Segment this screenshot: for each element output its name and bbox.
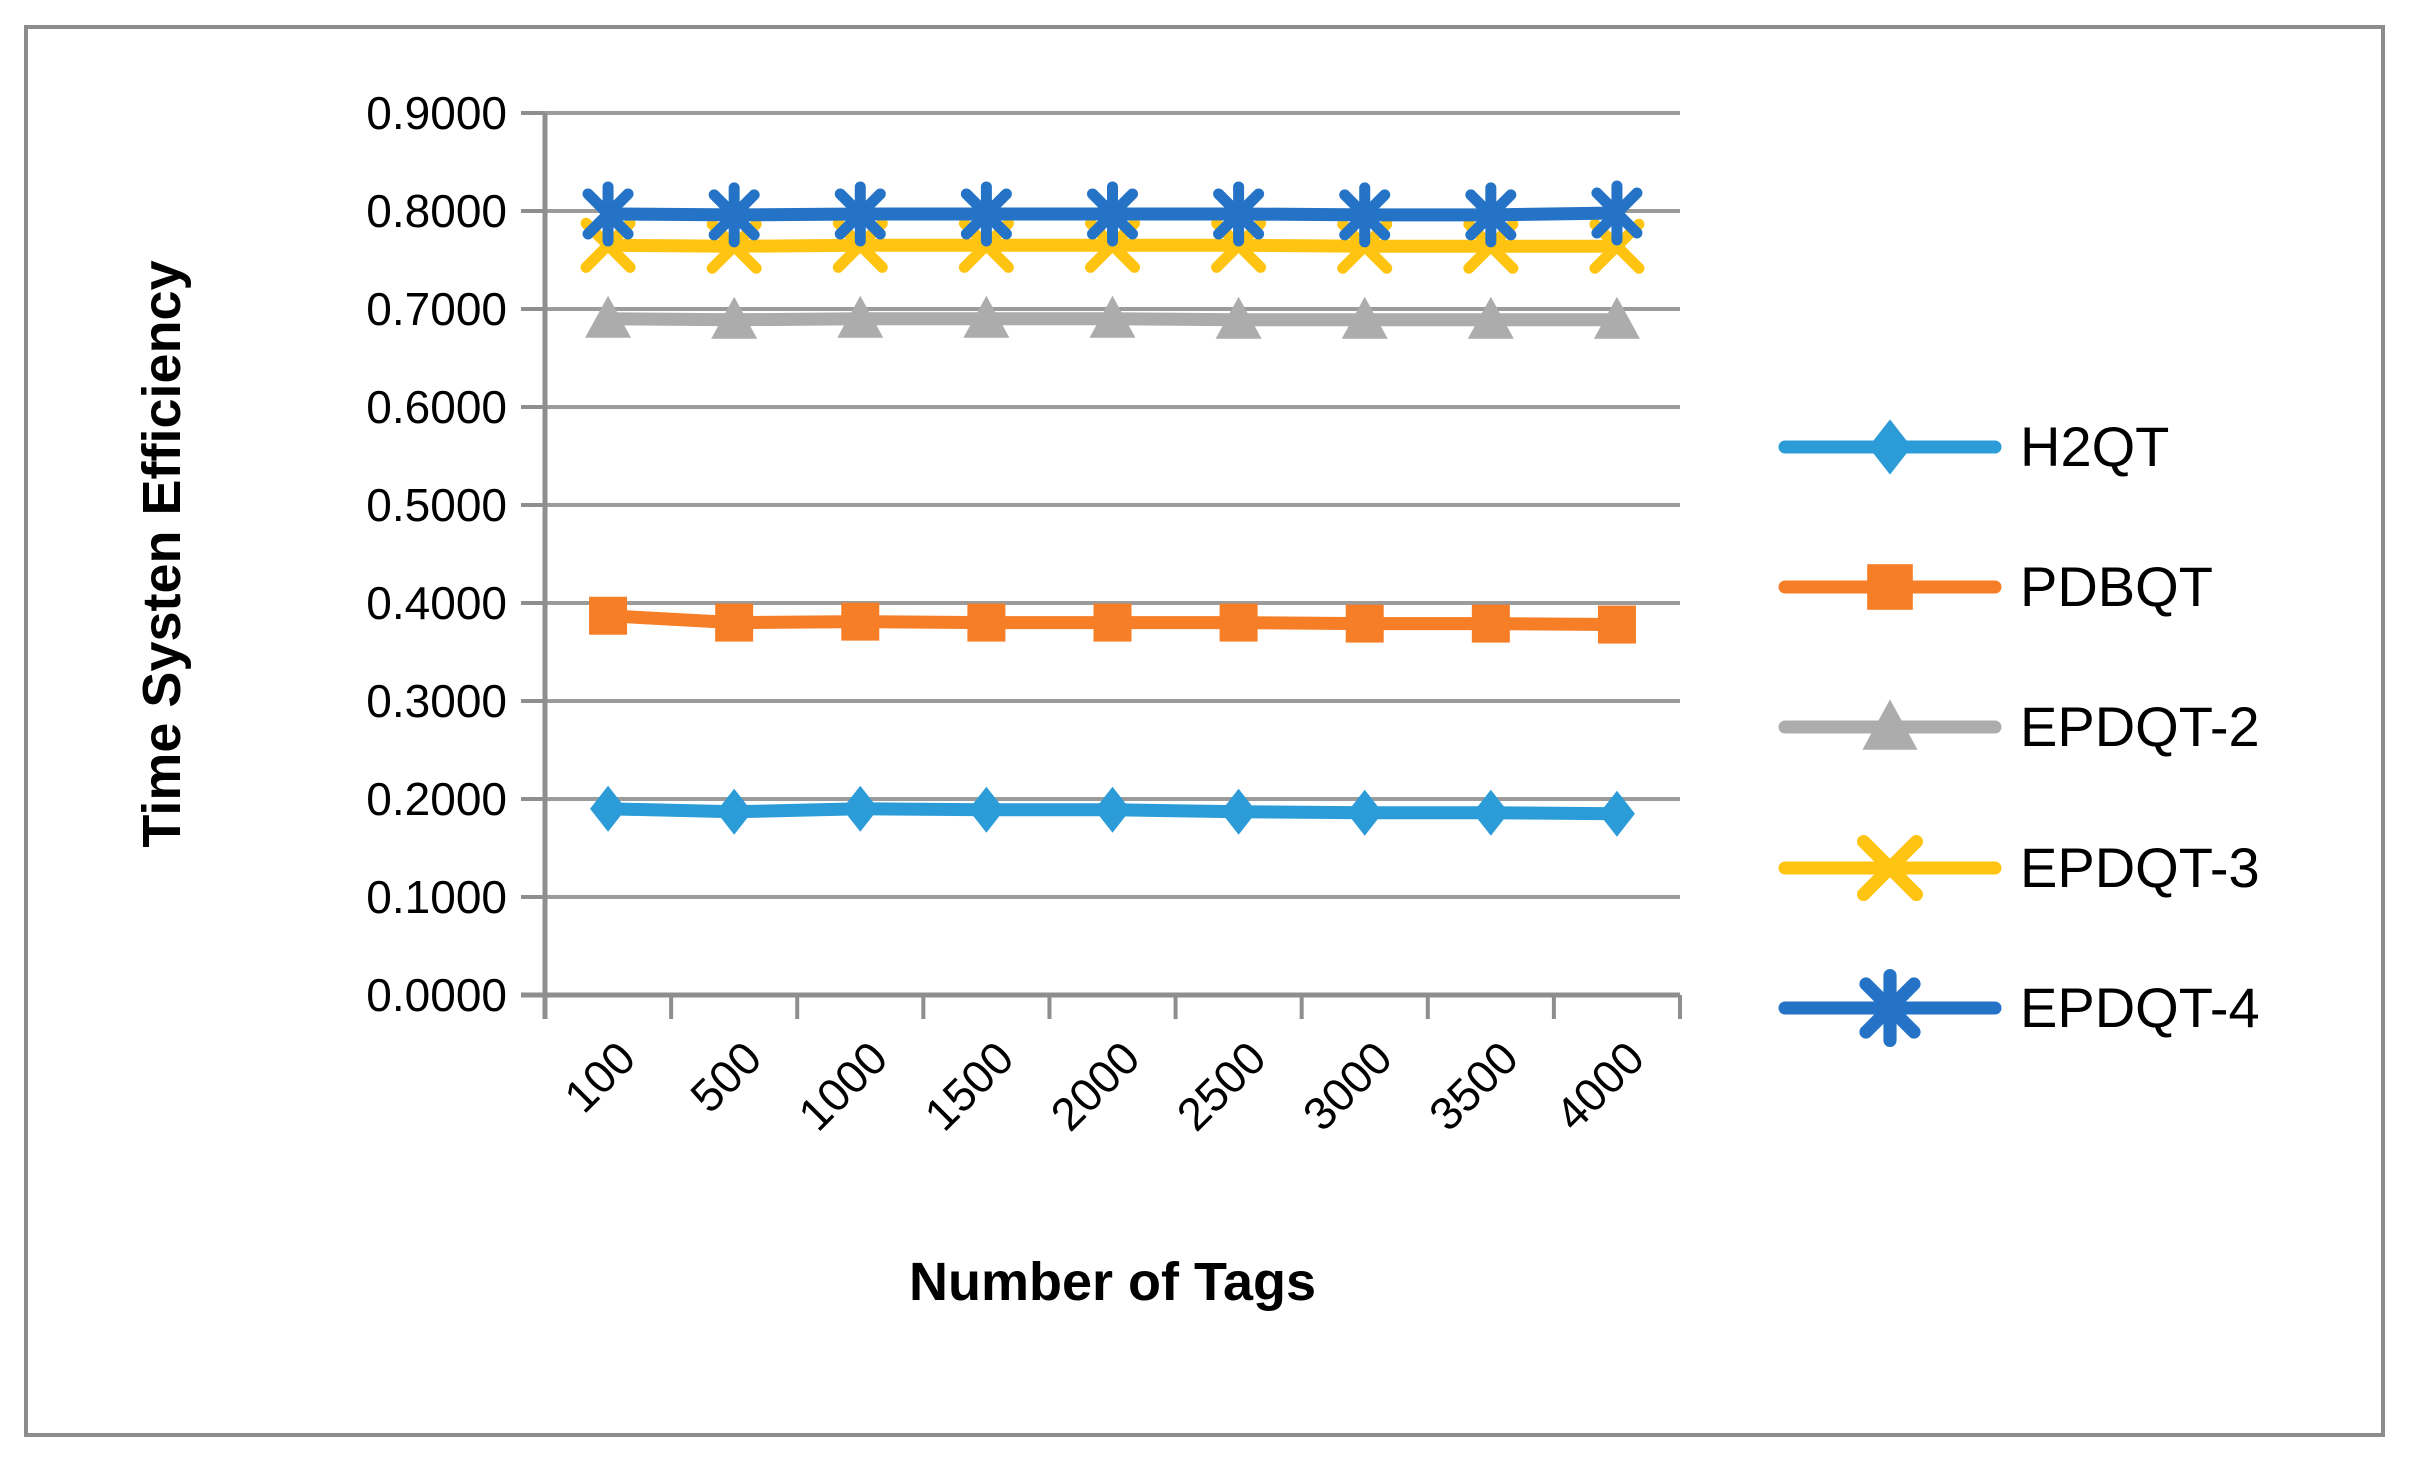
marker-square [1219, 603, 1258, 642]
marker-square [967, 603, 1006, 642]
legend-label: EPDQT-2 [2020, 695, 2260, 758]
marker-star [582, 181, 634, 247]
marker-square [1597, 605, 1636, 644]
figure-border [24, 25, 2385, 1437]
marker-square [1471, 604, 1510, 643]
series-EPDQT-4 [582, 180, 1643, 248]
x-tick-label: 3500 [1419, 1031, 1528, 1140]
y-tick-label: 0.5000 [366, 479, 507, 531]
marker-diamond [842, 785, 879, 832]
series-H2QT [590, 785, 1635, 837]
marker-star [1859, 969, 1921, 1047]
y-tick-label: 0.0000 [366, 969, 507, 1021]
y-tick-label: 0.1000 [366, 871, 507, 923]
x-tick-label: 4000 [1545, 1031, 1654, 1140]
marker-triangle [1089, 295, 1136, 338]
marker-diamond [1598, 790, 1635, 837]
marker-triangle [1593, 296, 1640, 339]
x-tick-label: 3000 [1293, 1031, 1402, 1140]
marker-diamond [716, 788, 753, 835]
marker-triangle [1215, 296, 1262, 339]
marker-triangle [711, 296, 758, 339]
series [580, 180, 1645, 837]
marker-triangle [1467, 296, 1514, 339]
marker-square [1867, 564, 1913, 610]
legend-item: EPDQT-2 [1778, 695, 2260, 758]
series-PDBQT [589, 596, 1636, 644]
legend-item: PDBQT [1778, 555, 2213, 618]
marker-star [708, 182, 760, 248]
marker-star [960, 181, 1012, 247]
y-tick-label: 0.6000 [366, 381, 507, 433]
x-axis-title: Number of Tags [909, 1252, 1316, 1312]
legend-item: EPDQT-4 [1778, 969, 2260, 1047]
marker-triangle [585, 295, 632, 338]
x-tick-label: 500 [680, 1031, 771, 1122]
y-tick-label: 0.9000 [366, 87, 507, 139]
axis-labels: 0.0000 0.1000 0.2000 0.3000 0.4000 0.5000 0.60… [132, 87, 1654, 1312]
marker-diamond [968, 786, 1005, 833]
x-tick-label: 2000 [1040, 1031, 1149, 1140]
x-tick-label: 2500 [1167, 1031, 1276, 1140]
marker-x [1857, 835, 1923, 901]
legend-label: H2QT [2020, 415, 2169, 478]
series-EPDQT-2 [585, 295, 1640, 339]
x-tick-label: 1000 [788, 1031, 897, 1140]
marker-square [1345, 604, 1384, 643]
y-tick-label: 0.4000 [366, 577, 507, 629]
marker-diamond [1868, 419, 1912, 475]
marker-diamond [1094, 786, 1131, 833]
y-tick-label: 0.3000 [366, 675, 507, 727]
marker-star [1213, 181, 1265, 247]
marker-diamond [1346, 789, 1383, 836]
marker-diamond [1220, 788, 1257, 835]
marker-square [841, 602, 880, 641]
y-tick-label: 0.7000 [366, 283, 507, 335]
axes [521, 111, 1682, 1019]
marker-square [715, 603, 754, 642]
x-tick-label: 100 [554, 1031, 645, 1122]
marker-star [1339, 182, 1391, 248]
marker-star [834, 181, 886, 247]
y-tick-label: 0.8000 [366, 185, 507, 237]
y-tick-label: 0.2000 [366, 773, 507, 825]
legend: H2QT PDBQT EPDQT-2 EPDQT-3 EPDQT-4 [1778, 415, 2260, 1047]
legend-item: H2QT [1778, 415, 2169, 478]
y-axis-title: Time Systen Efficiency [132, 260, 192, 847]
legend-item: EPDQT-3 [1778, 835, 2260, 901]
marker-triangle [1341, 296, 1388, 339]
marker-square [589, 596, 628, 635]
marker-diamond [1472, 789, 1509, 836]
marker-triangle [963, 295, 1010, 338]
marker-square [1093, 603, 1132, 642]
marker-diamond [590, 785, 627, 832]
x-tick-label: 1500 [914, 1031, 1023, 1140]
legend-label: PDBQT [2020, 555, 2213, 618]
marker-star [1087, 181, 1138, 247]
marker-triangle [837, 295, 884, 338]
legend-label: EPDQT-4 [2020, 976, 2260, 1039]
marker-triangle [1862, 699, 1918, 750]
marker-star [1465, 182, 1517, 248]
marker-star [1591, 180, 1643, 246]
legend-label: EPDQT-3 [2020, 836, 2260, 899]
